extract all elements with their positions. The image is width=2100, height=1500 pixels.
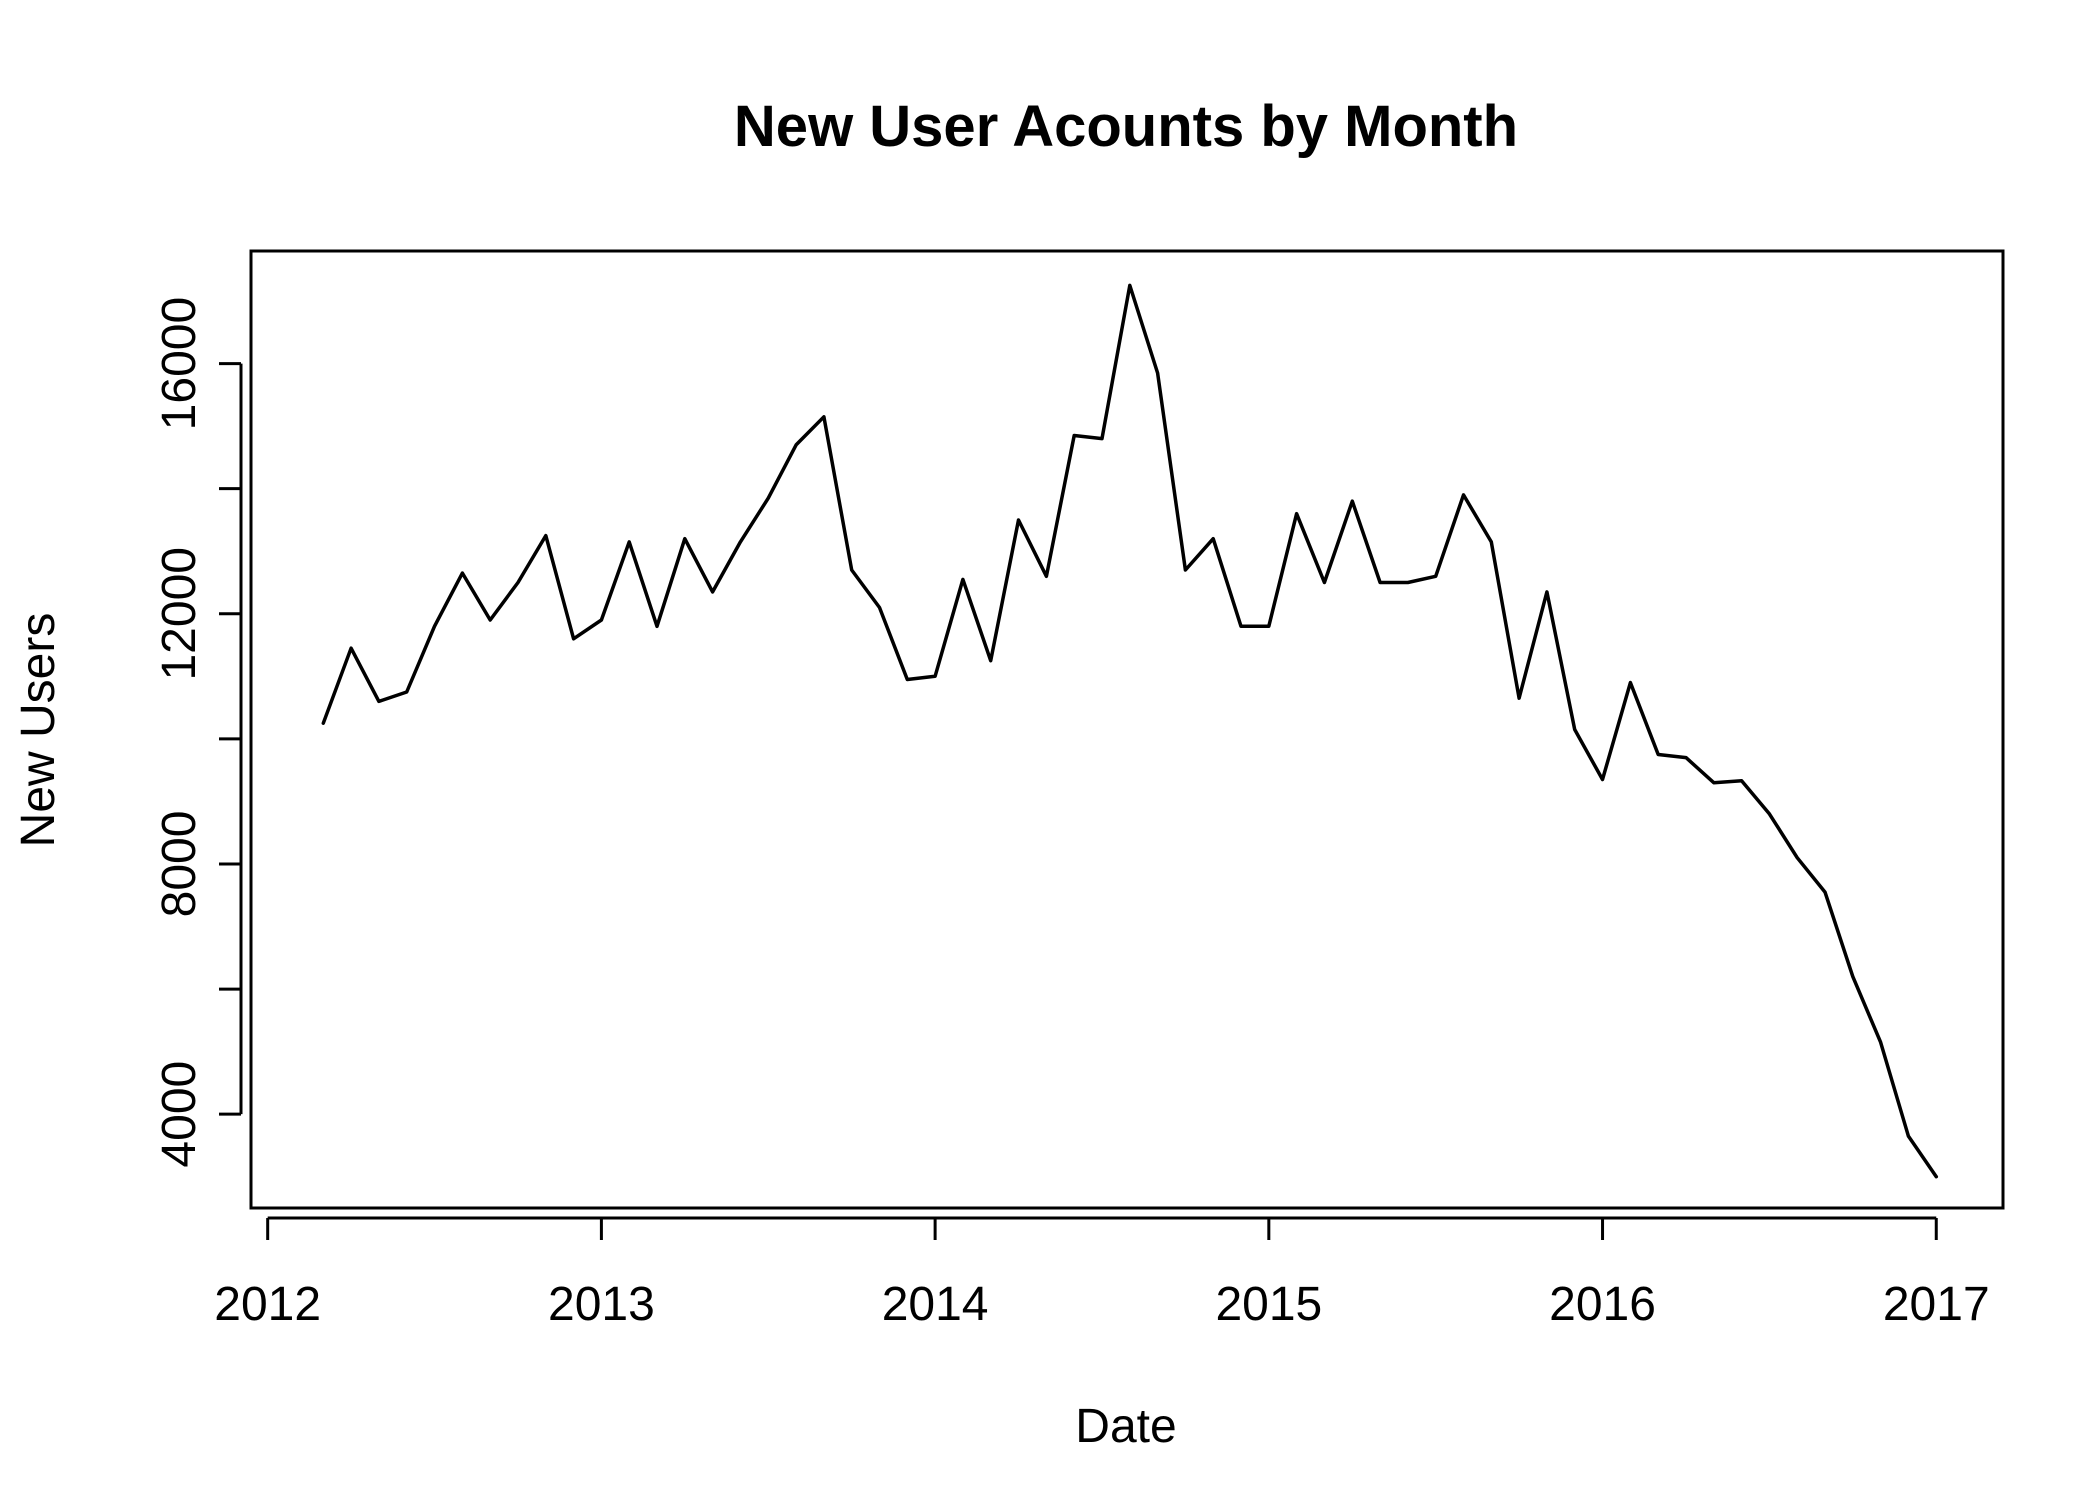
x-tick-label: 2013 <box>548 1278 655 1331</box>
y-tick-label: 4000 <box>153 1061 206 1168</box>
y-axis: 4000 8000 12000 16000 <box>153 297 243 1168</box>
x-axis: 2012 2013 2014 2015 2016 2017 <box>214 1216 1990 1331</box>
x-tick-label: 2017 <box>1883 1278 1990 1331</box>
x-tick-label: 2015 <box>1215 1278 1322 1331</box>
x-axis-label: Date <box>1075 1400 1176 1453</box>
y-axis-label: New Users <box>12 613 65 848</box>
x-tick-label: 2016 <box>1549 1278 1656 1331</box>
plot-frame <box>249 249 2005 1210</box>
x-tick-label: 2012 <box>214 1278 321 1331</box>
y-tick-label: 16000 <box>153 297 206 430</box>
chart-title: New User Acounts by Month <box>734 94 1518 159</box>
y-tick-label: 8000 <box>153 811 206 918</box>
series-line <box>321 283 1939 1179</box>
y-tick-label: 12000 <box>153 547 206 680</box>
x-tick-label: 2014 <box>882 1278 989 1331</box>
